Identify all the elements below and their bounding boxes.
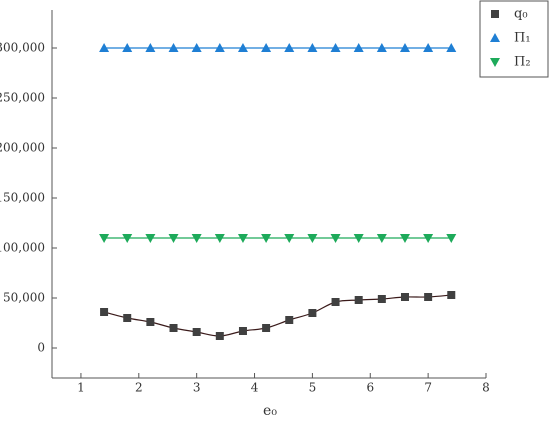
marker (191, 234, 202, 243)
x-tick-label: 7 (424, 381, 432, 395)
legend-marker (490, 58, 500, 67)
x-tick-label: 6 (366, 381, 374, 395)
marker (331, 298, 340, 306)
marker (330, 43, 341, 52)
x-tick-label: 3 (193, 381, 201, 395)
marker (423, 234, 434, 243)
y-tick-label: 100,000 (0, 241, 45, 255)
marker (99, 43, 110, 52)
marker (192, 328, 201, 336)
marker (261, 43, 272, 52)
marker (214, 43, 225, 52)
marker (353, 234, 364, 243)
marker (353, 43, 364, 52)
marker (377, 295, 386, 303)
x-tick-label: 1 (77, 381, 85, 395)
y-tick-label: 200,000 (0, 141, 45, 155)
marker (145, 234, 156, 243)
legend-label: Π₂ (514, 55, 531, 70)
marker (307, 43, 318, 52)
marker (261, 234, 272, 243)
marker (214, 234, 225, 243)
marker (123, 314, 132, 322)
marker (237, 234, 248, 243)
marker (376, 43, 387, 52)
marker (446, 234, 457, 243)
marker (99, 234, 110, 243)
marker (307, 234, 318, 243)
marker (330, 234, 341, 243)
marker (285, 316, 294, 324)
legend-marker (490, 33, 500, 42)
y-tick-label: 50,000 (3, 291, 45, 305)
marker (400, 293, 409, 301)
marker (308, 309, 317, 317)
marker (168, 43, 179, 52)
marker (446, 43, 457, 52)
x-axis-label: e₀ (263, 403, 277, 419)
marker (100, 308, 109, 316)
marker (237, 43, 248, 52)
marker (447, 291, 456, 299)
marker (284, 234, 295, 243)
marker (424, 293, 433, 301)
marker (284, 43, 295, 52)
legend-label: Π₁ (514, 31, 531, 46)
y-tick-label: 0 (37, 341, 45, 355)
marker (146, 318, 155, 326)
marker (122, 234, 133, 243)
marker (262, 324, 271, 332)
y-tick-label: 250,000 (0, 91, 45, 105)
y-tick-label: 150,000 (0, 191, 45, 205)
marker (376, 234, 387, 243)
y-tick-label: 300,000 (0, 41, 45, 55)
legend-label: q₀ (514, 7, 528, 22)
series-line (103, 294, 452, 337)
legend-marker (491, 10, 499, 18)
marker (145, 43, 156, 52)
marker (238, 327, 247, 335)
marker (169, 324, 178, 332)
marker (215, 332, 224, 340)
marker (168, 234, 179, 243)
marker (423, 43, 434, 52)
marker (399, 234, 410, 243)
marker (191, 43, 202, 52)
x-tick-label: 2 (135, 381, 143, 395)
marker (122, 43, 133, 52)
marker (354, 296, 363, 304)
x-tick-label: 4 (251, 381, 259, 395)
x-tick-label: 8 (482, 381, 490, 395)
x-tick-label: 5 (309, 381, 317, 395)
marker (399, 43, 410, 52)
